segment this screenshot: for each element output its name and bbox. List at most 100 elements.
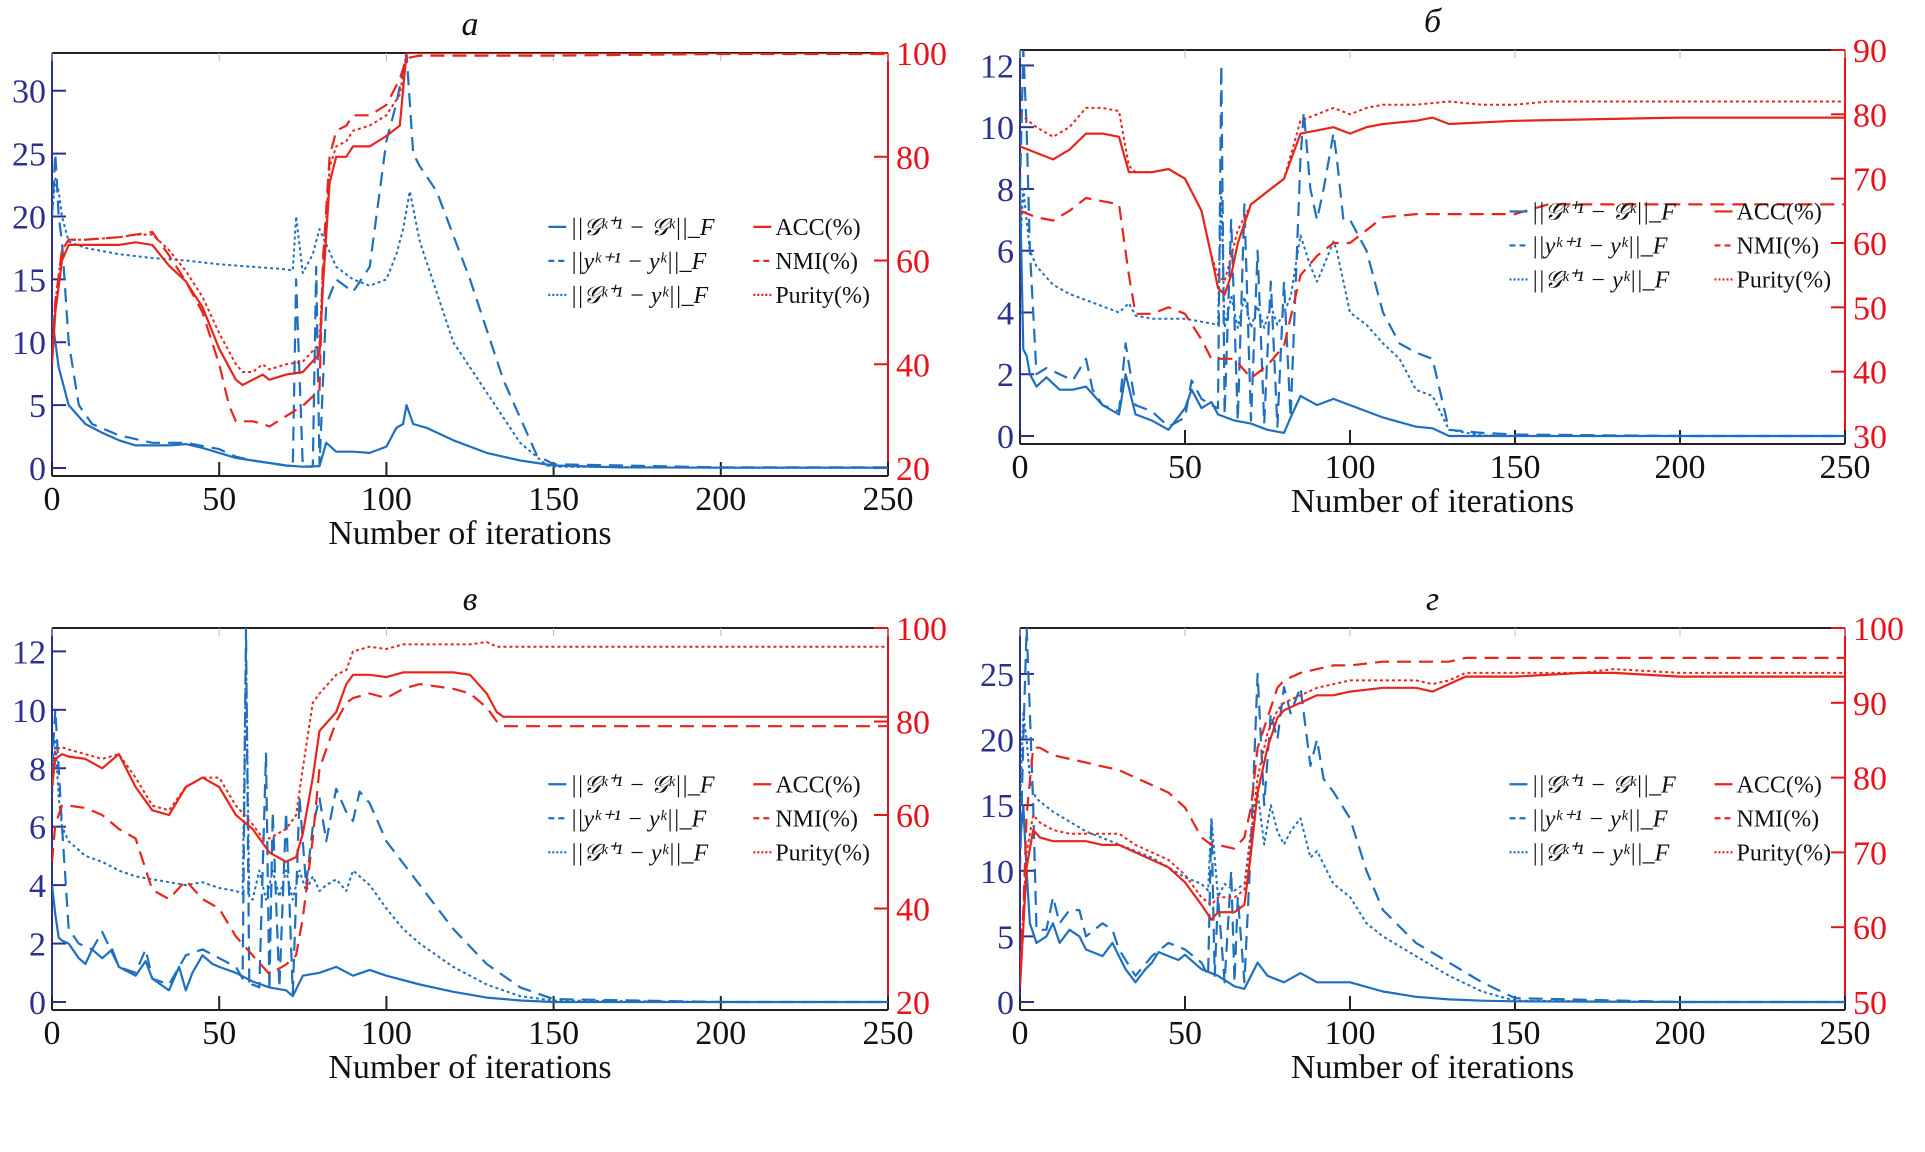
x-tick-label: 100 [1325,449,1376,486]
left-y-tick-label: 4 [997,295,1014,332]
panel-title: в [463,581,478,618]
legend: ||𝒢ᵏ⁺¹ − 𝒢ᵏ||_F ACC(%) ||yᵏ⁺¹ − yᵏ||_F NMI(… [548,772,870,866]
left-y-tick-label: 10 [12,325,46,362]
x-tick-label: 0 [1012,449,1029,486]
legend-label: ||𝒢ᵏ⁺¹ − yᵏ||_F [570,283,708,309]
left-y-tick-label: 0 [29,451,46,488]
x-axis-label: Number of iterations [1291,1049,1574,1086]
series-line-g-k-y-k-f [1020,712,1845,1003]
left-y-tick-label: 20 [980,723,1014,760]
panel-2: б 0 50 100 150 200 250 Number of iterations 0 2 4 6… [980,3,1887,520]
series-line-y-k-y-k-f [1020,628,1845,1004]
legend-label: ||yᵏ⁺¹ − yᵏ||_F [1532,806,1668,832]
x-tick-label: 200 [1655,449,1706,486]
series-line-acc [52,53,888,387]
left-y-tick-label: 6 [997,234,1014,271]
series-line-g-k-g-k-f [1020,804,1845,1004]
left-y-tick-label: 0 [997,419,1014,456]
right-y-tick-label: 100 [1853,611,1904,648]
panel-3: в 0 50 100 150 200 250 Number of iterations 0 2 4 6… [12,581,947,1086]
series-line-y-k-y-k-f [1020,50,1845,438]
series-line-g-k-g-k-f [52,316,888,469]
x-tick-label: 100 [361,1015,412,1052]
left-y-tick-label: 25 [12,137,46,174]
series-line-g-k-y-k-f [52,177,888,469]
x-tick-label: 0 [1012,1015,1029,1052]
x-tick-label: 250 [1820,1015,1871,1052]
panel-title: г [1426,581,1439,618]
right-y-tick-label: 90 [1853,686,1887,723]
left-y-tick-label: 0 [997,985,1014,1022]
legend-label: ||𝒢ᵏ⁺¹ − yᵏ||_F [570,840,708,866]
legend-label: ||yᵏ⁺¹ − yᵏ||_F [570,806,706,832]
left-y-tick-label: 0 [29,985,46,1022]
legend-label: ||𝒢ᵏ⁺¹ − 𝒢ᵏ||_F [1532,772,1677,798]
series-line-nmi [1020,656,1845,965]
series-line-purity [1020,668,1845,980]
right-y-tick-label: 80 [896,140,930,177]
right-y-tick-label: 40 [896,892,930,929]
x-tick-label: 50 [1168,449,1202,486]
panel-title: б [1424,3,1443,40]
x-axis-label: Number of iterations [328,1049,611,1086]
x-tick-label: 250 [1820,449,1871,486]
legend-label: ACC(%) [1737,772,1822,798]
legend-label: Purity(%) [775,283,870,309]
legend: ||𝒢ᵏ⁺¹ − 𝒢ᵏ||_F ACC(%) ||yᵏ⁺¹ − yᵏ||_F NMI(… [1509,199,1831,293]
right-y-tick-label: 20 [896,451,930,488]
x-tick-label: 50 [202,1015,236,1052]
x-tick-label: 150 [1490,449,1541,486]
right-y-tick-label: 60 [1853,910,1887,947]
x-tick-label: 250 [863,1015,914,1052]
left-y-tick-label: 12 [980,48,1014,85]
series-line-g-k-g-k-f [1020,188,1845,438]
x-tick-label: 0 [44,481,61,518]
legend-label: NMI(%) [1737,806,1820,832]
legend-label: NMI(%) [775,806,858,832]
series-line-y-k-y-k-f [52,628,888,1004]
right-y-tick-label: 60 [896,798,930,835]
x-tick-label: 250 [863,481,914,518]
legend-label: ||𝒢ᵏ⁺¹ − 𝒢ᵏ||_F [570,772,715,798]
right-y-tick-label: 70 [1853,162,1887,199]
legend-label: ACC(%) [775,215,860,241]
left-y-tick-label: 12 [12,634,46,671]
right-y-tick-label: 80 [1853,761,1887,798]
left-y-tick-label: 5 [997,919,1014,956]
series-line-acc [1020,116,1845,296]
legend-label: ||yᵏ⁺¹ − yᵏ||_F [570,249,706,275]
right-y-tick-label: 90 [1853,33,1887,70]
x-tick-label: 50 [1168,1015,1202,1052]
series-line-y-k-y-k-f [52,53,888,469]
left-y-tick-label: 30 [12,74,46,111]
x-tick-label: 200 [1655,1015,1706,1052]
right-y-tick-label: 40 [896,347,930,384]
left-y-tick-label: 10 [12,693,46,730]
left-y-tick-label: 20 [12,199,46,236]
x-axis-label: Number of iterations [1291,483,1574,520]
series-line-purity [52,53,888,373]
right-y-tick-label: 20 [896,985,930,1022]
right-y-tick-label: 100 [896,611,947,648]
x-tick-label: 200 [695,1015,746,1052]
x-tick-label: 50 [202,481,236,518]
right-y-tick-label: 40 [1853,355,1887,392]
left-y-tick-label: 15 [980,788,1014,825]
legend: ||𝒢ᵏ⁺¹ − 𝒢ᵏ||_F ACC(%) ||yᵏ⁺¹ − yᵏ||_F NMI(… [1509,772,1832,866]
legend-label: ||𝒢ᵏ⁺¹ − 𝒢ᵏ||_F [570,215,715,241]
left-y-tick-label: 8 [29,751,46,788]
left-y-tick-label: 15 [12,262,46,299]
left-y-tick-label: 6 [29,810,46,847]
legend-label: Purity(%) [1737,840,1832,866]
x-axis-label: Number of iterations [328,515,611,552]
right-y-tick-label: 30 [1853,419,1887,456]
right-y-tick-label: 100 [896,36,947,73]
series-line-g-k-y-k-f [52,650,888,1003]
left-y-tick-label: 25 [980,657,1014,694]
legend-label: NMI(%) [1737,233,1820,259]
right-y-tick-label: 50 [1853,985,1887,1022]
series-line-purity [1020,100,1845,283]
legend-label: ||𝒢ᵏ⁺¹ − yᵏ||_F [1532,840,1670,866]
right-y-tick-label: 60 [896,244,930,281]
